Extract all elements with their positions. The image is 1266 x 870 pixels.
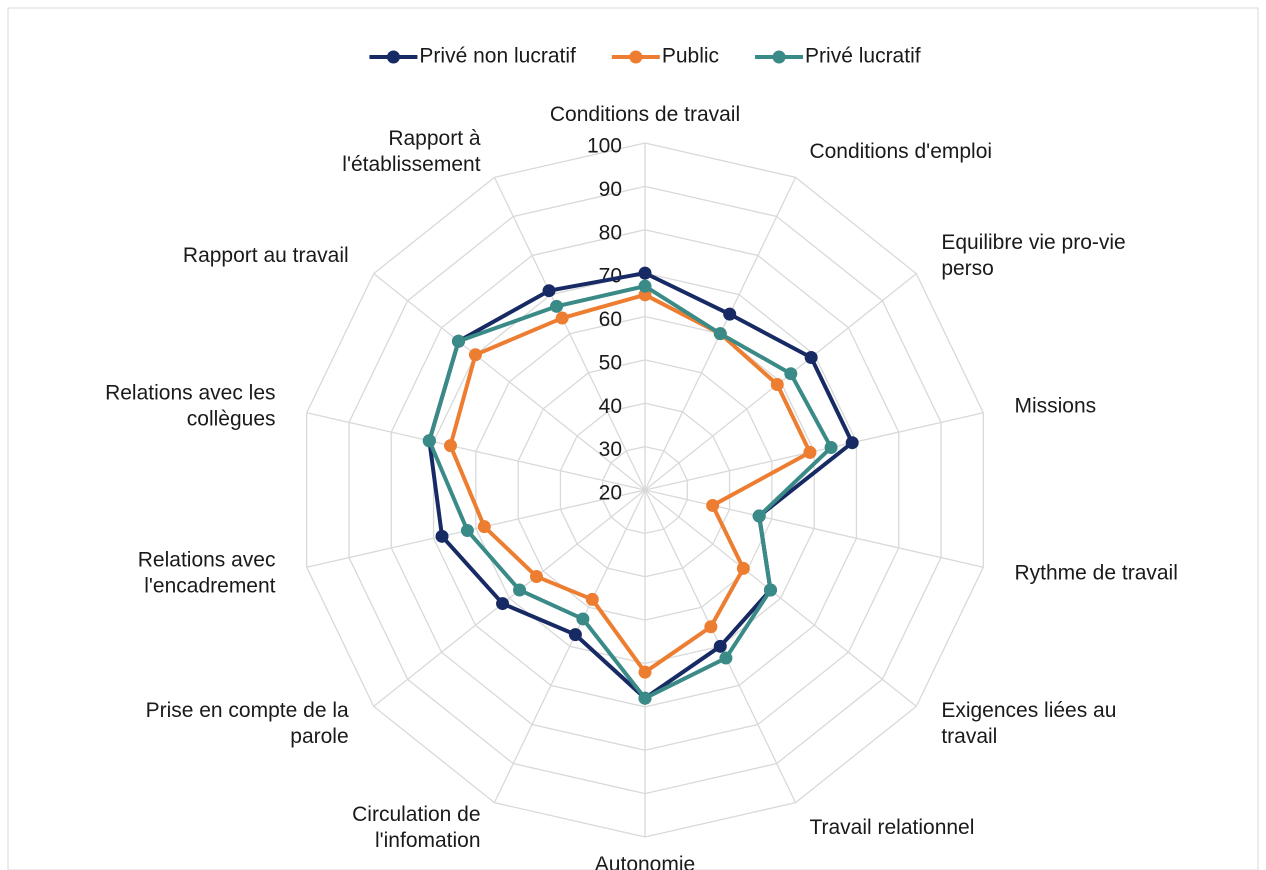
series-marker [529,570,543,584]
series-marker [638,279,652,293]
r-tick-label: 60 [599,308,622,331]
legend: Privé non lucratif Public Privé lucratif [369,45,921,68]
r-tick-label: 90 [599,178,622,201]
series-marker [723,307,737,321]
category-label: Missions [1014,394,1096,417]
series-marker [803,445,817,459]
r-tick-label: 50 [599,351,622,374]
category-label: Travail relationnel [809,815,974,838]
legend-label: Privé lucratif [805,45,921,68]
legend-marker [629,50,643,64]
series-marker [719,651,733,665]
series-marker [784,367,798,381]
series-marker [550,299,564,313]
category-label: Prise en compte de la parole [146,698,349,747]
spoke [306,489,646,568]
legend-item: Public [611,45,719,68]
series-marker [713,327,727,341]
spoke [493,489,646,803]
spoke [644,489,984,568]
spoke [306,412,646,491]
series-marker [568,628,582,642]
category-label: Exigences liées au travail [941,698,1116,747]
category-label: Equilibre vie pro-vie perso [941,231,1125,280]
series-marker [845,436,859,450]
series-marker [576,612,590,626]
series-marker [638,691,652,705]
series-marker [435,529,449,543]
spoke [373,273,646,491]
series-marker [460,524,474,538]
legend-label: Privé non lucratif [419,45,576,68]
series-marker [638,665,652,679]
r-tick-label: 30 [599,438,622,461]
series-marker [638,266,652,280]
r-tick-label: 100 [587,135,622,158]
category-label: Rapport au travail [183,244,349,267]
legend-item: Privé lucratif [755,45,921,68]
category-label: Rythme de travail [1014,561,1177,584]
category-label: Autonomie [595,853,695,870]
category-label: Relations avec l'encadrement [138,548,276,597]
series-marker [704,620,718,634]
category-label: Rapport à l'établissement [342,127,481,176]
series-marker [468,348,482,362]
series-marker [496,597,510,611]
series-marker [542,284,556,298]
series-marker [422,434,436,448]
series-marker [736,561,750,575]
category-label: Conditions de travail [550,103,740,126]
r-tick-label: 80 [599,221,622,244]
series-marker [443,439,457,453]
series-marker [555,311,569,325]
category-label: Circulation de l'infomation [352,802,480,851]
r-tick-label: 40 [599,395,622,418]
legend-marker [772,50,786,64]
legend-item: Privé non lucratif [369,45,576,68]
series-marker [752,509,766,523]
spoke [493,177,646,491]
legend-label: Public [662,45,719,68]
series-marker [713,639,727,653]
spoke [373,489,646,707]
series-marker [824,441,838,455]
legend-marker [386,50,400,64]
series-marker [585,592,599,606]
series-marker [451,334,465,348]
series-marker [770,378,784,392]
series-marker [706,498,720,512]
category-label: Conditions d'emploi [809,140,992,163]
series-marker [513,583,527,597]
chart-frame [7,7,1259,870]
series-marker [477,520,491,534]
category-label: Relations avec les collègues [105,381,275,430]
series-marker [804,350,818,364]
r-tick-label: 20 [599,482,622,505]
series-marker [763,583,777,597]
spoke [644,489,917,707]
